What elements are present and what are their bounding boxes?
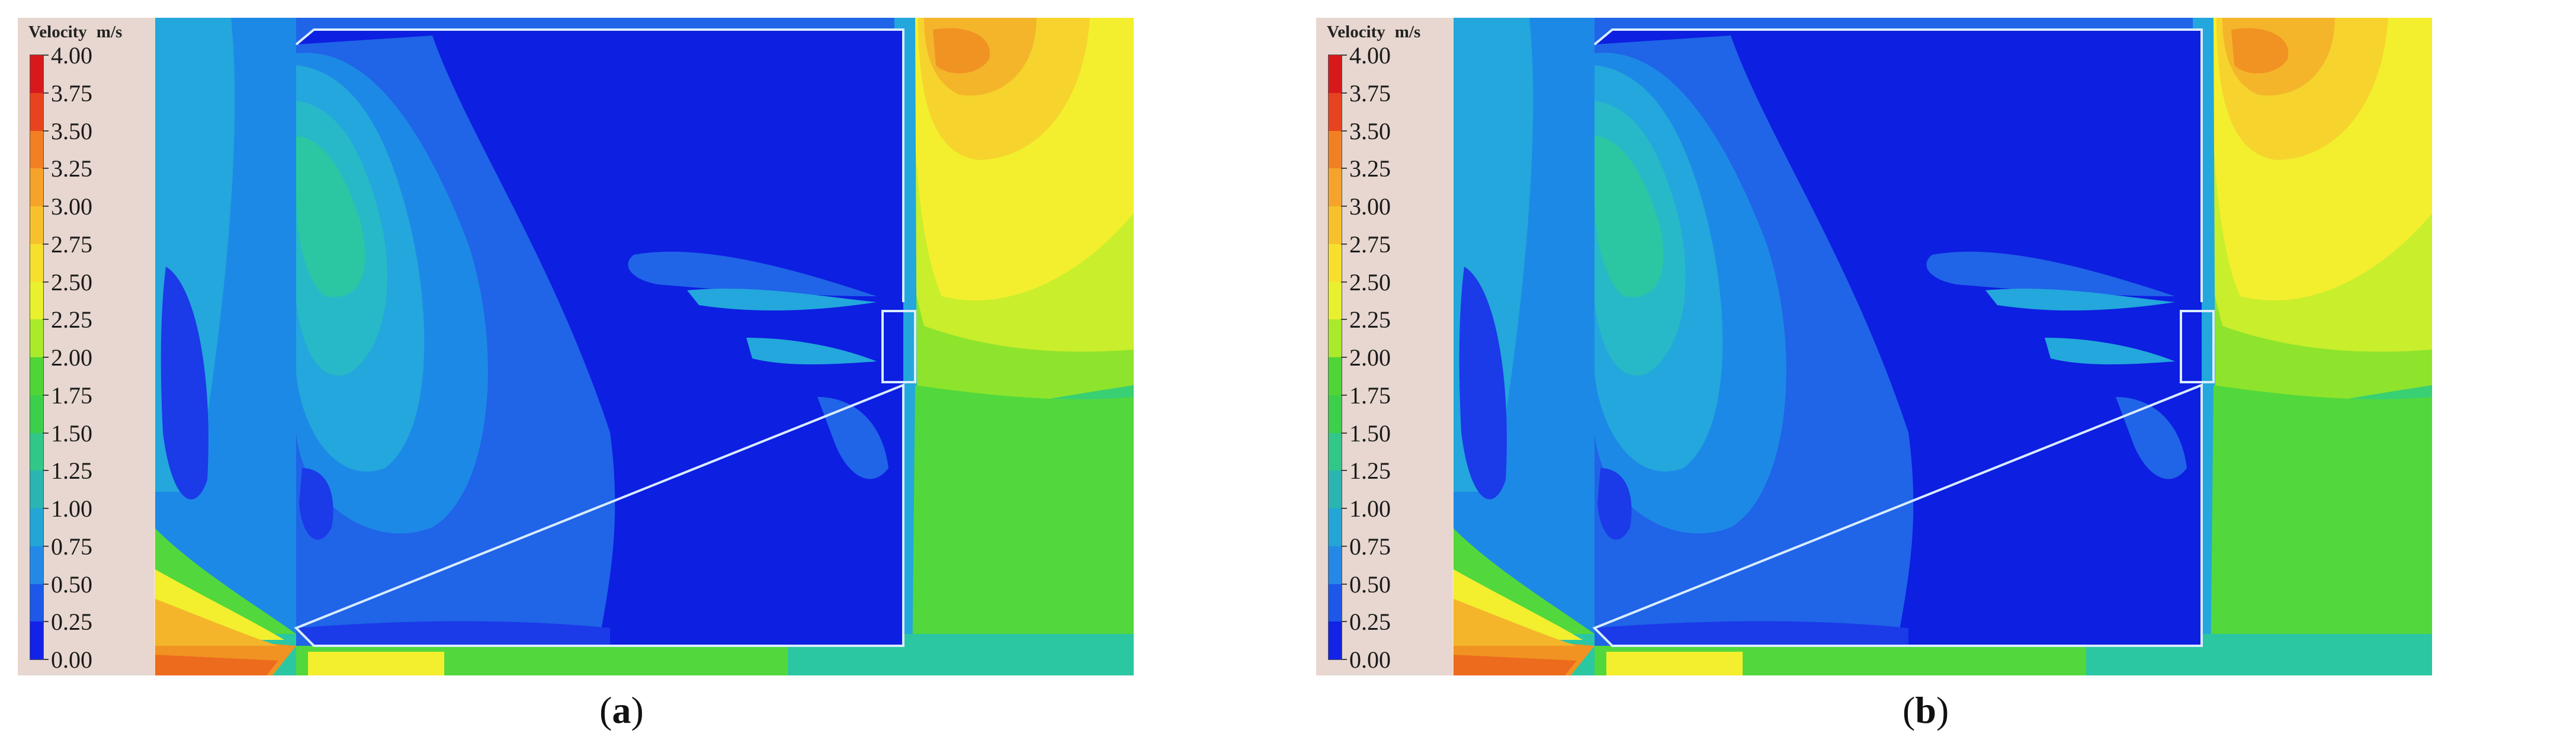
colorbar-tick-label: 2.00 [51,344,92,371]
colorbar-tick-label: 1.75 [51,382,92,409]
colorbar-swatch [30,546,43,584]
colorbar-swatch [30,433,43,471]
colorbar-tick-label: 4.00 [1349,42,1391,69]
colorbar-tick-label: 2.50 [51,268,92,296]
colorbar-swatch [30,357,43,395]
colorbar-swatch [30,206,43,244]
colorbar-tick-label: 0.75 [51,533,92,560]
caption-open: ( [599,689,612,731]
colorbar-swatch [30,168,43,206]
colorbar-tick-label: 1.25 [1349,457,1391,485]
colorbar-unit-label: m/s [1394,23,1421,41]
velocity-field-b [1316,18,2432,675]
colorbar-tick-label: 3.75 [51,79,92,107]
colorbar-tick-label: 1.00 [51,495,92,522]
colorbar-swatch [30,622,43,659]
colorbar-tick-label: 3.50 [51,117,92,145]
colorbar-swatch [1329,92,1342,131]
colorbar-tick-label: 3.25 [51,155,92,182]
caption-letter: a [612,689,631,731]
colorbar-tick-label: 0.00 [51,646,92,673]
caption-open: ( [1903,689,1916,731]
colorbar-tick-label: 0.75 [1349,533,1391,560]
colorbar-tick-label: 0.00 [1349,646,1391,673]
colorbar-tick-label: 2.00 [1349,344,1391,371]
colorbar-swatch [1329,546,1342,584]
colorbar-tick-label: 1.75 [1349,382,1391,409]
colorbar-tick-label: 4.00 [51,42,92,69]
colorbar-swatch [1329,622,1342,659]
colorbar-tick-label: 2.75 [51,230,92,258]
colorbar-swatch [30,319,43,357]
colorbar-tick-label: 0.50 [1349,571,1391,598]
colorbar-tick-label: 3.00 [1349,193,1391,220]
panel-b: Velocity m/s 4.00 3.75 3.50 3.25 3.00 2.75 2.50… [1316,18,2432,675]
colorbar-tick-label: 2.75 [1349,230,1391,258]
caption-a: (a) [599,688,644,732]
colorbar-swatch [30,470,43,508]
colorbar-swatch [30,281,43,320]
colorbar-swatch [30,508,43,546]
colorbar-title-label: Velocity [28,23,87,41]
colorbar-tick-label: 3.50 [1349,117,1391,145]
caption-b: (b) [1903,688,1949,732]
colorbar-swatch [1329,130,1342,169]
colorbar-tick-label: 3.75 [1349,79,1391,107]
colorbar-ticks: 4.00 3.75 3.50 3.25 3.00 2.75 2.50 2.25 2.00 1.75… [43,42,155,673]
colorbar-swatch [1329,584,1342,622]
colorbar-tick-label: 2.25 [51,306,92,334]
colorbar-ticks: 4.00 3.75 3.50 3.25 3.00 2.75 2.50 2.25 2.00 1.75… [1341,42,1454,673]
colorbar-title-a: Velocity m/s [28,23,131,42]
colorbar-swatch [1329,319,1342,357]
colorbar-tick-label: 3.00 [51,193,92,220]
colorbar-tick-label: 2.50 [1349,268,1391,296]
caption-close: ) [631,689,644,731]
colorbar-tick-label: 0.25 [51,608,92,636]
colorbar-tick-label: 0.25 [1349,608,1391,636]
colorbar-swatch [1329,395,1342,433]
colorbar-a: Velocity m/s 4.00 3.75 3.50 3.25 3.00 2.75 2.50… [18,18,155,675]
colorbar-swatch [30,244,43,282]
colorbar-tick-label: 1.00 [1349,495,1391,522]
colorbar-tick-label: 1.50 [51,419,92,447]
colorbar-tick-label: 0.50 [51,571,92,598]
colorbar-swatch [1329,470,1342,508]
colorbar-swatch [1329,168,1342,206]
velocity-field-a [18,18,1134,675]
caption-letter: b [1915,689,1936,731]
colorbar-strip [1328,55,1342,660]
colorbar-swatch [30,130,43,169]
colorbar-swatch [1329,206,1342,244]
colorbar-unit-label: m/s [96,23,123,41]
colorbar-strip [30,55,44,660]
colorbar-swatch [1329,508,1342,546]
colorbar-title-b: Velocity m/s [1327,23,1430,42]
colorbar-swatch [30,92,43,131]
colorbar-tick-label: 3.25 [1349,155,1391,182]
colorbar-swatch [1329,55,1342,93]
caption-close: ) [1936,689,1949,731]
colorbar-swatch [1329,433,1342,471]
colorbar-tick-label: 1.50 [1349,419,1391,447]
panel-a: Velocity m/s 4.00 3.75 3.50 3.25 3.00 2.75 2.50… [18,18,1134,675]
colorbar-b: Velocity m/s 4.00 3.75 3.50 3.25 3.00 2.75 2.50… [1316,18,1454,675]
colorbar-tick-label: 2.25 [1349,306,1391,334]
colorbar-swatch [30,55,43,93]
colorbar-swatch [30,395,43,433]
colorbar-title-label: Velocity [1327,23,1385,41]
colorbar-swatch [1329,281,1342,320]
colorbar-tick-label: 1.25 [51,457,92,485]
colorbar-swatch [1329,244,1342,282]
colorbar-swatch [1329,357,1342,395]
colorbar-swatch [30,584,43,622]
